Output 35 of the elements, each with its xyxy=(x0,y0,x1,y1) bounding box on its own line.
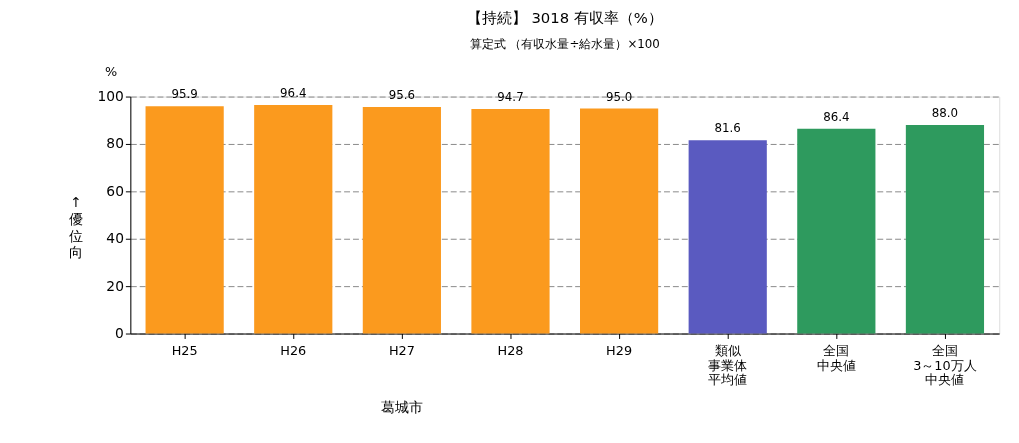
bar xyxy=(471,109,550,334)
bar xyxy=(145,106,224,334)
x-tick-label: 類似事業体平均値 xyxy=(708,342,748,388)
x-tick-label: H29 xyxy=(606,342,633,358)
y-tick-label: 80 xyxy=(106,135,124,152)
x-tick-label: H26 xyxy=(280,342,307,358)
data-label: 81.6 xyxy=(714,121,741,136)
data-label: 86.4 xyxy=(823,109,850,124)
x-tick-label: H28 xyxy=(497,342,524,358)
data-label: 95.9 xyxy=(171,87,198,102)
x-tick-label: H25 xyxy=(171,342,198,358)
chart-title: 【持続】 3018 有収率（%） xyxy=(466,8,663,26)
data-label: 94.7 xyxy=(497,90,524,105)
data-label: 88.0 xyxy=(931,106,959,121)
x-tick-label: 全国中央値 xyxy=(816,342,856,373)
y-axis-title: % xyxy=(104,64,118,80)
bar xyxy=(254,105,333,334)
bar xyxy=(905,124,985,334)
y-tick-label: 100 xyxy=(97,88,124,104)
bar xyxy=(688,140,767,334)
x-tick-label: 全国3～10万人中央値 xyxy=(913,342,977,388)
chart-subtitle: 算定式 （有収水量÷給水量）×100 xyxy=(469,37,660,52)
text: ↑優位向 xyxy=(69,194,84,261)
bar xyxy=(362,106,441,334)
y-tick-label: 0 xyxy=(115,324,124,341)
text: 葛城市 xyxy=(380,398,423,415)
x-tick-label: H27 xyxy=(388,342,415,358)
bar xyxy=(797,128,876,334)
y-tick-label: 20 xyxy=(106,277,124,294)
data-label: 95.6 xyxy=(388,88,416,103)
bar xyxy=(580,108,659,334)
y-tick-label: 40 xyxy=(106,230,124,247)
data-label: 95.0 xyxy=(605,89,633,104)
y-tick-label: 60 xyxy=(106,182,124,199)
data-label: 96.4 xyxy=(280,86,307,101)
